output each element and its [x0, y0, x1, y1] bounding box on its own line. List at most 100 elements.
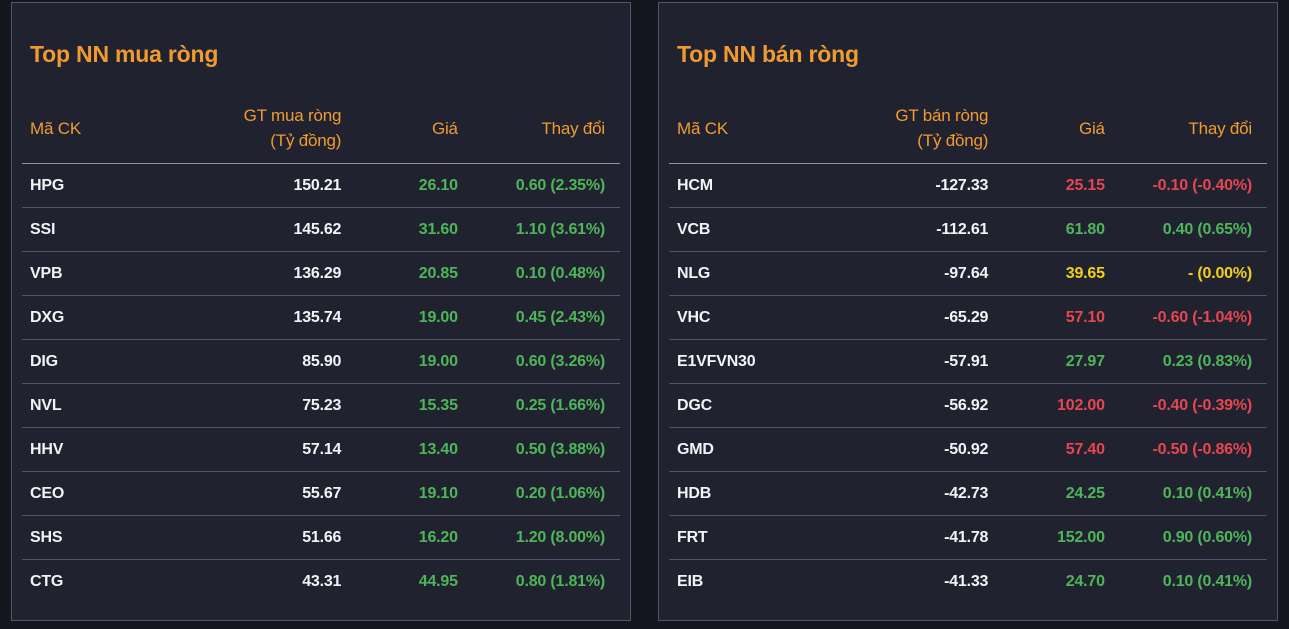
stock-price: 24.25 [988, 471, 1105, 516]
price-change: 0.10 (0.41%) [1104, 471, 1267, 516]
price-change: 0.10 (0.41%) [1104, 559, 1267, 604]
stock-price: 13.40 [341, 427, 458, 472]
stock-code: DGC [669, 383, 811, 428]
stock-code: HCM [677, 177, 713, 195]
stock-price: 24.70 [988, 559, 1105, 604]
price-change: 0.80 (1.81%) [457, 559, 620, 604]
table-row[interactable]: GMD -50.92 57.40 -0.50 (-0.86%) [669, 427, 1267, 472]
col-header-stock-code: Mã CK [22, 67, 164, 165]
stock-price: 61.80 [988, 207, 1105, 252]
net-buy-table-header: Mã CK GT mua ròng (Tỷ đồng) Giá Thay đổi [22, 67, 620, 165]
price-change: 0.23 (0.83%) [1104, 339, 1267, 384]
net-value: -97.64 [810, 251, 988, 296]
stock-code: NVL [22, 383, 164, 428]
panel-top-net-buy: Top NN mua ròng Mã CK GT mua ròng (Tỷ đồ… [11, 2, 631, 621]
col-header-price: Giá [341, 67, 458, 165]
net-value: 85.90 [163, 339, 341, 384]
table-row[interactable]: HCM -127.33 25.15 -0.10 (-0.40%) [669, 164, 1267, 208]
table-row[interactable]: CEO 55.67 19.10 0.20 (1.06%) [22, 471, 620, 516]
price-change: 1.10 (3.61%) [457, 207, 620, 252]
stock-code: CTG [22, 559, 164, 604]
price-change: 0.60 (2.35%) [515, 177, 605, 195]
stock-code: VHC [669, 295, 811, 340]
table-row[interactable]: FRT -41.78 152.00 0.90 (0.60%) [669, 515, 1267, 560]
table-row[interactable]: HPG 150.21 26.10 0.60 (2.35%) [22, 164, 620, 208]
panel-title-net-sell: Top NN bán ròng [677, 41, 859, 67]
net-value: 145.62 [163, 207, 341, 252]
net-sell-table-body: HCM -127.33 25.15 -0.10 (-0.40%) VCB -11… [669, 164, 1267, 604]
stock-price: 31.60 [341, 207, 458, 252]
net-value: 51.66 [163, 515, 341, 560]
price-change: -0.60 (-1.04%) [1104, 295, 1267, 340]
stock-price: 27.97 [988, 339, 1105, 384]
table-row[interactable]: VPB 136.29 20.85 0.10 (0.48%) [22, 251, 620, 296]
col-header-net-value-line1: GT bán ròng [895, 106, 989, 126]
stock-price: 39.65 [988, 251, 1105, 296]
stock-code: SSI [22, 207, 164, 252]
table-row[interactable]: HDB -42.73 24.25 0.10 (0.41%) [669, 471, 1267, 516]
price-change: 0.20 (1.06%) [457, 471, 620, 516]
net-value: -65.29 [810, 295, 988, 340]
table-row[interactable]: SHS 51.66 16.20 1.20 (8.00%) [22, 515, 620, 560]
net-sell-table-header: Mã CK GT bán ròng (Tỷ đồng) Giá Thay đổi [669, 67, 1267, 165]
stock-price: 20.85 [341, 251, 458, 296]
stock-price: 152.00 [988, 515, 1105, 560]
stock-price: 57.10 [988, 295, 1105, 340]
panel-top-net-sell: Top NN bán ròng Mã CK GT bán ròng (Tỷ đồ… [658, 2, 1278, 621]
net-value: 55.67 [163, 471, 341, 516]
price-change: 0.90 (0.60%) [1104, 515, 1267, 560]
price-change: 0.45 (2.43%) [457, 295, 620, 340]
table-row[interactable]: SSI 145.62 31.60 1.10 (3.61%) [22, 207, 620, 252]
stock-code: DXG [22, 295, 164, 340]
col-header-net-value-line1: GT mua ròng [243, 106, 342, 126]
col-header-stock-code: Mã CK [669, 67, 811, 165]
stock-code: CEO [22, 471, 164, 516]
table-row[interactable]: CTG 43.31 44.95 0.80 (1.81%) [22, 559, 620, 604]
net-value: -41.78 [810, 515, 988, 560]
net-value: 136.29 [163, 251, 341, 296]
net-value: -112.61 [810, 207, 988, 252]
price-change: - (0.00%) [1104, 251, 1267, 296]
stock-code: HDB [669, 471, 811, 516]
stock-price: 57.40 [988, 427, 1105, 472]
price-change: 0.10 (0.48%) [457, 251, 620, 296]
net-sell-table: Mã CK GT bán ròng (Tỷ đồng) Giá Thay đổi… [669, 67, 1267, 604]
table-row[interactable]: DIG 85.90 19.00 0.60 (3.26%) [22, 339, 620, 384]
net-buy-table-body: HPG 150.21 26.10 0.60 (2.35%) SSI 145.62… [22, 164, 620, 604]
stock-price: 25.15 [1065, 177, 1105, 195]
price-change: 0.40 (0.65%) [1104, 207, 1267, 252]
table-row[interactable]: NLG -97.64 39.65 - (0.00%) [669, 251, 1267, 296]
table-row[interactable]: HHV 57.14 13.40 0.50 (3.88%) [22, 427, 620, 472]
stock-price: 26.10 [418, 177, 458, 195]
col-header-change: Thay đổi [457, 67, 620, 165]
stock-price: 19.00 [341, 339, 458, 384]
net-value: 150.21 [293, 177, 342, 195]
stock-price: 19.10 [341, 471, 458, 516]
net-value: -57.91 [810, 339, 988, 384]
table-row[interactable]: NVL 75.23 15.35 0.25 (1.66%) [22, 383, 620, 428]
col-header-price: Giá [988, 67, 1105, 165]
table-row[interactable]: VHC -65.29 57.10 -0.60 (-1.04%) [669, 295, 1267, 340]
stock-price: 15.35 [341, 383, 458, 428]
table-row[interactable]: DXG 135.74 19.00 0.45 (2.43%) [22, 295, 620, 340]
net-value: 135.74 [163, 295, 341, 340]
net-value: -50.92 [810, 427, 988, 472]
stock-code: E1VFVN30 [669, 339, 811, 384]
net-value: -42.73 [810, 471, 988, 516]
table-row[interactable]: E1VFVN30 -57.91 27.97 0.23 (0.83%) [669, 339, 1267, 384]
col-header-net-value-line2: (Tỷ đồng) [270, 131, 342, 151]
stock-code: VPB [22, 251, 164, 296]
price-change: 0.50 (3.88%) [457, 427, 620, 472]
col-header-net-value: GT mua ròng (Tỷ đồng) [163, 67, 342, 165]
price-change: -0.50 (-0.86%) [1104, 427, 1267, 472]
stock-price: 16.20 [341, 515, 458, 560]
table-row[interactable]: EIB -41.33 24.70 0.10 (0.41%) [669, 559, 1267, 604]
table-row[interactable]: VCB -112.61 61.80 0.40 (0.65%) [669, 207, 1267, 252]
table-row[interactable]: DGC -56.92 102.00 -0.40 (-0.39%) [669, 383, 1267, 428]
stock-code: HHV [22, 427, 164, 472]
panel-title-net-buy: Top NN mua ròng [30, 41, 219, 67]
stock-price: 19.00 [341, 295, 458, 340]
stock-code: HPG [30, 177, 65, 195]
stock-price: 102.00 [988, 383, 1105, 428]
